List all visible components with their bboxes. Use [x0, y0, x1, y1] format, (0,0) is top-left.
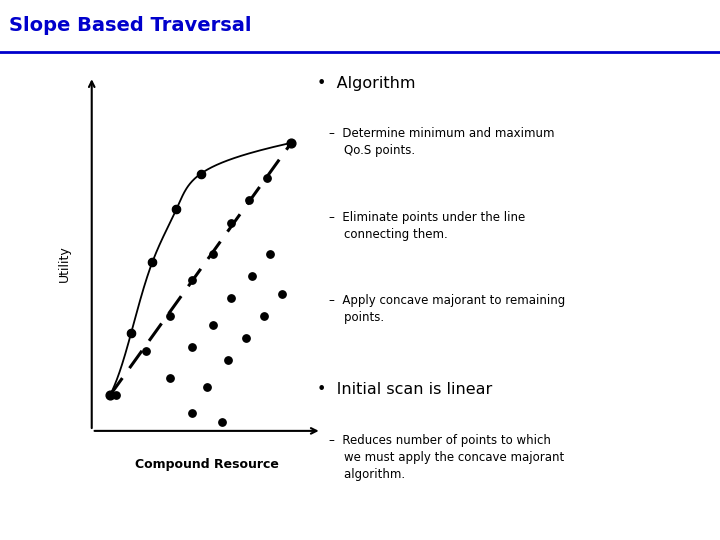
- Text: Utility: Utility: [58, 245, 71, 281]
- Point: [165, 312, 176, 320]
- Point: [140, 347, 152, 355]
- Point: [195, 170, 207, 178]
- Point: [258, 312, 270, 320]
- Point: [240, 334, 252, 342]
- Text: –  Determine minimum and maximum
    Qo.S points.: – Determine minimum and maximum Qo.S poi…: [329, 127, 554, 158]
- Point: [264, 249, 276, 258]
- Point: [195, 170, 207, 178]
- Text: •  Initial scan is linear: • Initial scan is linear: [317, 382, 492, 397]
- Point: [104, 391, 116, 400]
- Point: [186, 409, 197, 417]
- Point: [207, 320, 218, 329]
- Point: [222, 356, 233, 364]
- Point: [171, 205, 182, 214]
- Point: [225, 294, 237, 302]
- Text: –  Eliminate points under the line
    connecting them.: – Eliminate points under the line connec…: [329, 211, 526, 241]
- Point: [246, 272, 258, 280]
- Point: [186, 342, 197, 351]
- Point: [201, 382, 212, 391]
- Point: [216, 418, 228, 427]
- Point: [186, 276, 197, 285]
- Point: [146, 258, 158, 267]
- Point: [207, 249, 218, 258]
- Text: Slope Based Traversal: Slope Based Traversal: [9, 16, 251, 35]
- Point: [243, 196, 255, 205]
- Point: [171, 205, 182, 214]
- Point: [286, 139, 297, 147]
- Text: •  Algorithm: • Algorithm: [317, 76, 415, 91]
- Point: [146, 258, 158, 267]
- Point: [125, 329, 137, 338]
- Point: [225, 218, 237, 227]
- Point: [261, 174, 273, 183]
- Point: [165, 373, 176, 382]
- Text: Compound Resource: Compound Resource: [135, 458, 279, 471]
- Text: –  Reduces number of points to which
    we must apply the concave majorant
    : – Reduces number of points to which we m…: [329, 434, 564, 481]
- Text: –  Apply concave majorant to remaining
    points.: – Apply concave majorant to remaining po…: [329, 294, 565, 325]
- Point: [276, 289, 288, 298]
- Point: [110, 391, 122, 400]
- Point: [125, 329, 137, 338]
